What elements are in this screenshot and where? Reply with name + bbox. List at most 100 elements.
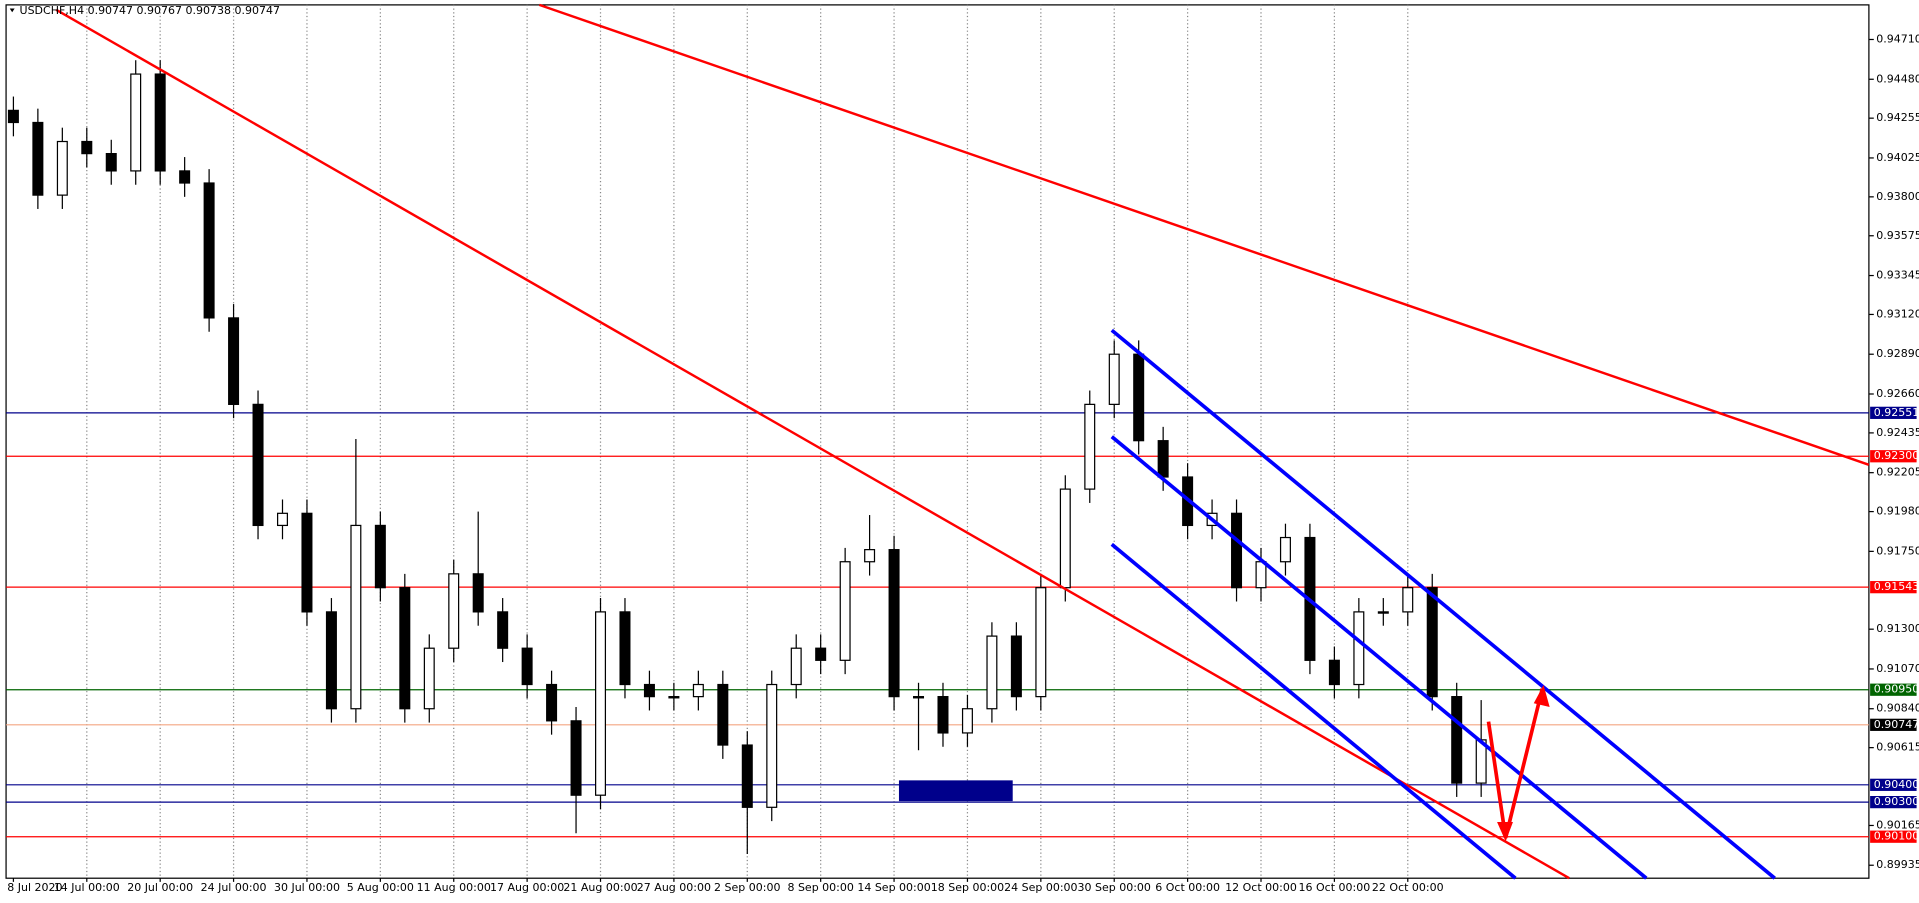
x-tick-label: 14 Jul 00:00 xyxy=(54,881,120,894)
y-tick-label: 0.91750 xyxy=(1876,544,1919,557)
x-tick-label: 21 Aug 00:00 xyxy=(563,881,637,894)
x-tick-label: 5 Aug 00:00 xyxy=(347,881,414,894)
candle-body xyxy=(692,683,704,698)
candle-body xyxy=(668,696,680,699)
candle-body xyxy=(595,611,607,796)
drawings xyxy=(55,3,1870,880)
x-tick-label: 8 Sep 00:00 xyxy=(787,881,853,894)
level-label-bg xyxy=(1870,830,1917,843)
y-tick-label: 0.94025 xyxy=(1876,151,1919,164)
candle-body xyxy=(570,720,582,796)
trend-line xyxy=(538,3,1870,466)
channel-line xyxy=(1110,542,1517,880)
level-label: 0.90950 xyxy=(1874,683,1919,696)
x-tick-label: 6 Oct 00:00 xyxy=(1155,881,1220,894)
candle-body xyxy=(325,611,337,710)
x-tick-label: 27 Aug 00:00 xyxy=(637,881,711,894)
x-tick-label: 11 Aug 00:00 xyxy=(417,881,491,894)
y-tick-label: 0.91070 xyxy=(1876,662,1919,675)
candle-body xyxy=(1451,696,1463,784)
candle-body xyxy=(888,549,900,698)
candle-body xyxy=(81,140,93,155)
level-label-bg xyxy=(1870,683,1917,696)
candle-body xyxy=(961,708,973,734)
x-tick-label: 14 Sep 00:00 xyxy=(857,881,930,894)
x-tick-label: 17 Aug 00:00 xyxy=(490,881,564,894)
level-label: 0.90300 xyxy=(1874,795,1919,808)
y-tick-label: 0.93575 xyxy=(1876,229,1919,242)
candle-body xyxy=(1035,587,1047,698)
y-tick-label: 0.92205 xyxy=(1876,466,1919,479)
zone xyxy=(898,780,1013,802)
grid xyxy=(86,4,1409,879)
y-tick-label: 0.91300 xyxy=(1876,622,1919,635)
candle-body xyxy=(766,683,778,808)
chart-title: USDCHF,H4 0.90747 0.90767 0.90738 0.9074… xyxy=(20,4,281,17)
candle-body xyxy=(252,403,264,527)
candle-body xyxy=(497,611,509,649)
candle-body xyxy=(741,744,753,808)
candle-body xyxy=(643,683,655,698)
candle-body xyxy=(179,170,191,184)
candle-body xyxy=(1328,659,1340,686)
x-tick-label: 2 Sep 00:00 xyxy=(714,881,780,894)
candle-body xyxy=(276,512,289,527)
arrow-head xyxy=(1533,684,1550,707)
x-tick-label: 16 Oct 00:00 xyxy=(1299,881,1371,894)
candle-body xyxy=(374,524,386,589)
candle-body xyxy=(619,611,631,686)
candle-body xyxy=(472,573,484,613)
y-tick-label: 0.93120 xyxy=(1876,307,1919,320)
candle-body xyxy=(203,182,215,319)
level-label: 0.90100 xyxy=(1874,830,1919,843)
candle-body xyxy=(301,512,313,613)
level-label-bg xyxy=(1870,796,1917,809)
candle-body xyxy=(1157,440,1169,478)
candle-body xyxy=(1402,587,1414,613)
x-tick-label: 20 Jul 00:00 xyxy=(127,881,193,894)
level-label: 0.92551 xyxy=(1874,406,1919,419)
candle-body xyxy=(717,683,729,746)
level-label: 0.91543 xyxy=(1874,580,1919,593)
candle-body xyxy=(546,683,558,722)
level-label-bg xyxy=(1870,406,1917,419)
candle-body xyxy=(815,647,827,661)
level-label-bg xyxy=(1870,778,1917,791)
candle-body xyxy=(1255,561,1267,589)
menu-icon xyxy=(9,8,15,13)
y-tick-label: 0.91980 xyxy=(1876,505,1919,518)
candle-body xyxy=(937,696,949,734)
candle-body xyxy=(1377,611,1389,614)
candle-body xyxy=(839,561,851,661)
candle-body xyxy=(1059,488,1071,589)
y-tick-label: 0.90615 xyxy=(1876,741,1919,754)
candle-body xyxy=(350,524,362,710)
candle-body xyxy=(448,573,460,649)
candle-body xyxy=(521,647,533,686)
level-label: 0.90400 xyxy=(1874,778,1919,791)
y-tick-label: 0.93800 xyxy=(1876,190,1919,203)
candle-body xyxy=(399,587,411,710)
x-tick-label: 30 Sep 00:00 xyxy=(1078,881,1151,894)
channel-line xyxy=(1110,328,1776,880)
candle-body xyxy=(105,153,117,172)
y-tick-label: 0.92435 xyxy=(1876,426,1919,439)
trend-line xyxy=(55,8,1570,880)
candle-body xyxy=(1133,353,1145,442)
candle-body xyxy=(56,140,68,196)
x-tick-label: 22 Oct 00:00 xyxy=(1372,881,1444,894)
y-tick-label: 0.90165 xyxy=(1876,818,1919,831)
x-tick-label: 24 Sep 00:00 xyxy=(1004,881,1077,894)
x-tick-label: 18 Sep 00:00 xyxy=(931,881,1004,894)
y-tick-label: 0.89935 xyxy=(1876,858,1919,871)
y-tick-label: 0.92890 xyxy=(1876,347,1919,360)
candle-body xyxy=(1010,635,1022,698)
arrow-head xyxy=(1497,821,1513,842)
y-tick-label: 0.94480 xyxy=(1876,72,1919,85)
candle-body xyxy=(1084,403,1096,490)
candle-body xyxy=(1231,512,1243,589)
level-label-bg xyxy=(1870,450,1917,463)
